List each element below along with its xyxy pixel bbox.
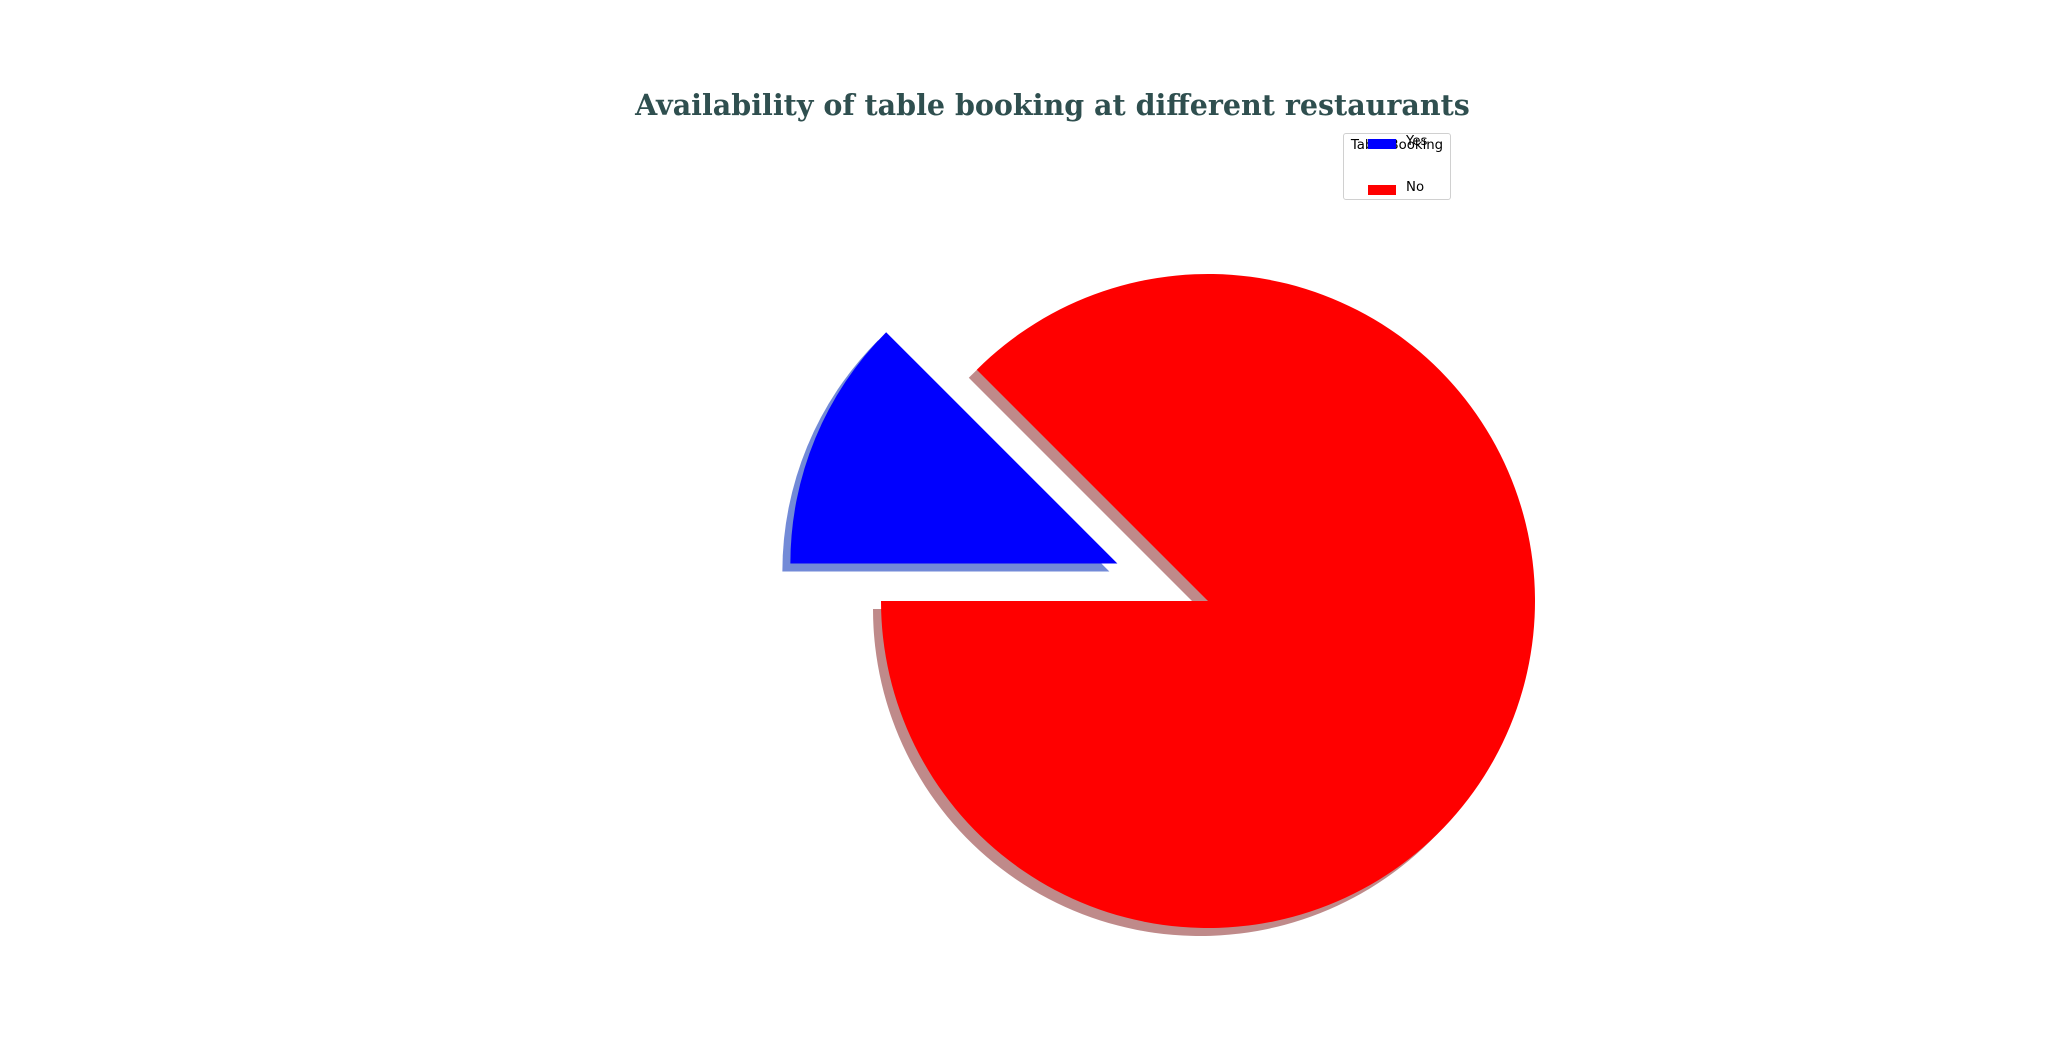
legend-label-yes: Yes (1406, 134, 1428, 149)
pie-slice-no (881, 274, 1536, 929)
legend-swatch-yes (1368, 139, 1396, 149)
legend-item-yes: Yes (1344, 134, 1450, 152)
pie-slice-yes (790, 332, 1118, 564)
legend: Table Booking No Yes (1343, 133, 1451, 200)
legend-item-no: No (1344, 180, 1450, 198)
chart-title: Availability of table booking at differe… (635, 88, 1470, 122)
legend-label-no: No (1406, 180, 1425, 195)
legend-swatch-no (1368, 185, 1396, 195)
